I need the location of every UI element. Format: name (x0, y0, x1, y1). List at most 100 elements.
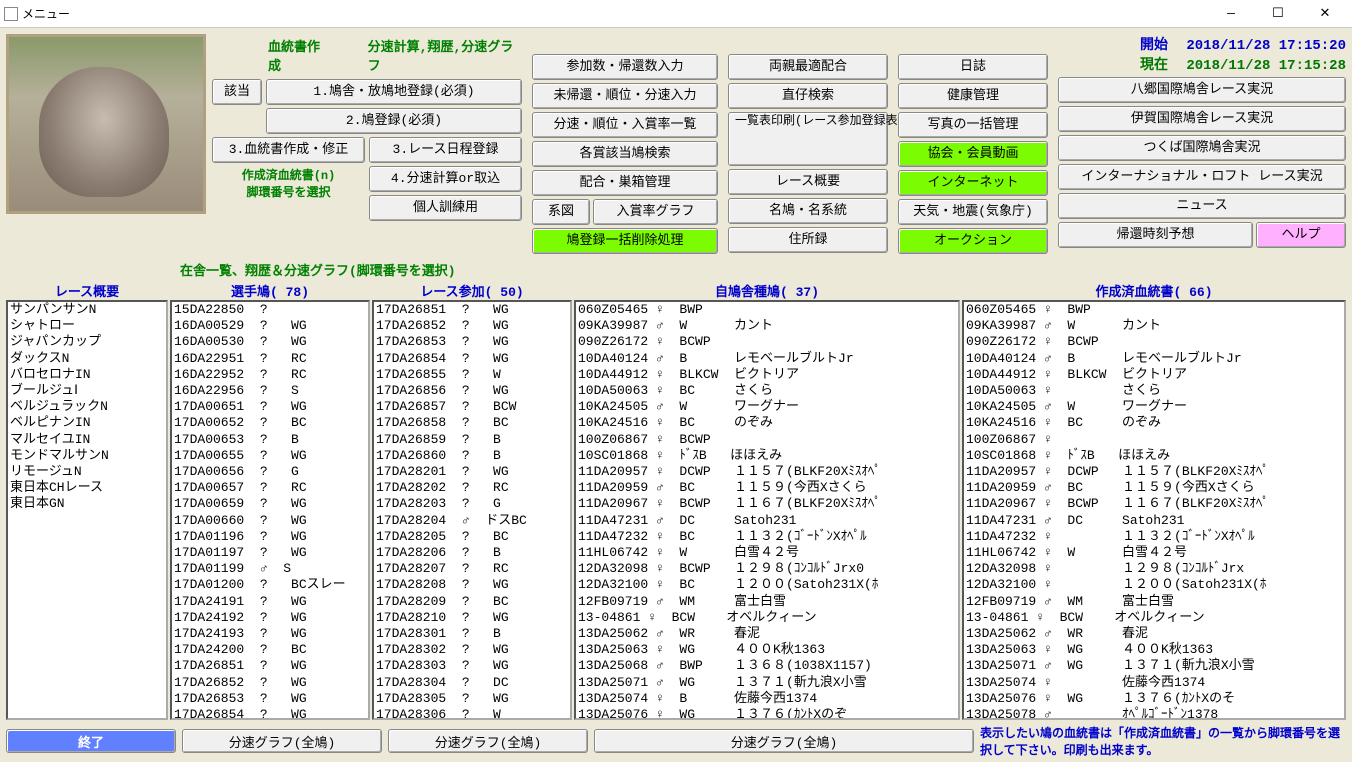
list-item[interactable]: サンパンサンN (8, 302, 166, 318)
list-item[interactable]: 17DA28303 ? WG (374, 658, 570, 674)
list-item[interactable]: 12FB09719 ♂ WM 富士白雪 (576, 594, 958, 610)
list-item[interactable]: 17DA26851 ? WG (374, 302, 570, 318)
list-item[interactable]: 13DA25063 ♀ WG ４００K秋1363 (964, 642, 1344, 658)
list-item[interactable]: 13DA25068 ♂ BWP １３６８(1038X1157) (576, 658, 958, 674)
gaitou-button[interactable]: 該当 (212, 79, 262, 105)
bulk-delete-button[interactable]: 鳩登録一括削除処理 (532, 228, 718, 254)
list-item[interactable]: 17DA28202 ? RC (374, 480, 570, 496)
tsukuba-race-button[interactable]: つくば国際鳩舎実況 (1058, 135, 1346, 161)
list-breeders[interactable]: 060Z05465 ♀ BWP09KA39987 ♂ W カント090Z2617… (574, 300, 960, 720)
award-search-button[interactable]: 各賞該当鳩検索 (532, 141, 718, 167)
list-item[interactable]: 10SC01868 ♀ ﾄﾞｽB ほほえみ (576, 448, 958, 464)
list-item[interactable]: 12DA32100 ♀ BC １２００(Satoh231X(ﾎ (576, 577, 958, 593)
health-button[interactable]: 健康管理 (898, 83, 1048, 109)
auction-button[interactable]: オークション (898, 228, 1048, 254)
list-item[interactable]: 10DA44912 ♀ BLKCW ビクトリア (576, 367, 958, 383)
list-item[interactable]: 17DA28210 ? WG (374, 610, 570, 626)
list-item[interactable]: 17DA00657 ? RC (172, 480, 368, 496)
maximize-button[interactable]: ☐ (1255, 2, 1301, 26)
list-item[interactable]: 17DA26859 ? B (374, 432, 570, 448)
weather-button[interactable]: 天気・地震(気象庁) (898, 199, 1048, 225)
list-item[interactable]: 13DA25071 ♂ WG １３７１(斬九浪X小雪 (576, 675, 958, 691)
yagou-race-button[interactable]: 八郷国際鳩舎レース実況 (1058, 77, 1346, 103)
offspring-search-button[interactable]: 直仔検索 (728, 83, 888, 109)
list-item[interactable]: 17DA28305 ? WG (374, 691, 570, 707)
list-item[interactable]: 17DA28209 ? BC (374, 594, 570, 610)
list-item[interactable]: 10KA24505 ♂ W ワーグナー (576, 399, 958, 415)
list-item[interactable]: 11HL06742 ♀ W 白雪４２号 (964, 545, 1344, 561)
list-item[interactable]: 060Z05465 ♀ BWP (964, 302, 1344, 318)
list-item[interactable]: 17DA28304 ? DC (374, 675, 570, 691)
list-item[interactable]: 100Z06867 ♀ BCWP (576, 432, 958, 448)
list-item[interactable]: 13DA25063 ♀ WG ４００K秋1363 (576, 642, 958, 658)
speed-graph-3[interactable]: 分速グラフ(全鳩) (594, 729, 974, 753)
list-players[interactable]: 15DA22850 ?16DA00529 ? WG16DA00530 ? WG1… (170, 300, 370, 720)
list-item[interactable]: 10KA24516 ♀ BC のぞみ (964, 415, 1344, 431)
list-item[interactable]: 17DA26852 ? WG (374, 318, 570, 334)
list-item[interactable]: 13-04861 ♀ BCW オベルクィーン (576, 610, 958, 626)
famous-pigeon-button[interactable]: 名鳩・名系統 (728, 198, 888, 224)
list-item[interactable]: 15DA22850 ? (172, 302, 368, 318)
list-item[interactable]: 13-04861 ♀ BCW オベルクィーン (964, 610, 1344, 626)
list-item[interactable]: 09KA39987 ♂ W カント (964, 318, 1344, 334)
list-item[interactable]: 10DA50063 ♀ さくら (964, 383, 1344, 399)
exit-button[interactable]: 終了 (6, 729, 176, 753)
news-button[interactable]: ニュース (1058, 193, 1346, 219)
list-item[interactable]: 17DA01196 ? WG (172, 529, 368, 545)
list-item[interactable]: 16DA22951 ? RC (172, 351, 368, 367)
list-item[interactable]: 16DA22956 ? S (172, 383, 368, 399)
list-item[interactable]: 17DA26853 ? WG (172, 691, 368, 707)
list-item[interactable]: 11DA47231 ♂ DC Satoh231 (576, 513, 958, 529)
list-item[interactable]: 17DA00659 ? WG (172, 496, 368, 512)
list-item[interactable]: 12DA32100 ♀ １２００(Satoh231X(ﾎ (964, 577, 1344, 593)
list-item[interactable]: バロセロナIN (8, 367, 166, 383)
list-item[interactable]: ベルピナンIN (8, 415, 166, 431)
list-item[interactable]: 12FB09719 ♂ WM 富士白雪 (964, 594, 1344, 610)
list-item[interactable]: 11DA47232 ♀ １１３２(ｺﾞｰﾄﾞﾝXｵﾍﾟﾙ (964, 529, 1344, 545)
list-item[interactable]: 13DA25078 ♂ ｵﾍﾟﾙｺﾞｰﾄﾞﾝ1378 (964, 707, 1344, 720)
list-item[interactable]: 17DA01197 ? WG (172, 545, 368, 561)
list-item[interactable]: 17DA28208 ? WG (374, 577, 570, 593)
list-item[interactable]: 10DA40124 ♂ B レモベールブルトJr (576, 351, 958, 367)
list-item[interactable]: 17DA26851 ? WG (172, 658, 368, 674)
list-item[interactable]: 17DA28306 ? W (374, 707, 570, 720)
speed-rank-button[interactable]: 分速・順位・入賞率一覧 (532, 112, 718, 138)
list-item[interactable]: 17DA28301 ? B (374, 626, 570, 642)
list-item[interactable]: 13DA25062 ♂ WR 春泥 (576, 626, 958, 642)
list-item[interactable]: 090Z26172 ♀ BCWP (576, 334, 958, 350)
list-item[interactable]: 17DA00656 ? G (172, 464, 368, 480)
list-item[interactable]: 17DA24192 ? WG (172, 610, 368, 626)
list-item[interactable]: 東日本GN (8, 496, 166, 512)
list-item[interactable]: 11DA47232 ♀ BC １１３２(ｺﾞｰﾄﾞﾝXｵﾍﾟﾙ (576, 529, 958, 545)
list-item[interactable]: 11DA20967 ♀ BCWP １１６７(BLKF20Xﾐｽｵﾍﾟ (964, 496, 1344, 512)
print-list-button[interactable]: 一覧表印刷(レース参加登録表・審査表等 (728, 112, 888, 166)
list-item[interactable]: 17DA00651 ? WG (172, 399, 368, 415)
list-item[interactable]: 10DA50063 ♀ BC さくら (576, 383, 958, 399)
addressbook-button[interactable]: 住所録 (728, 227, 888, 253)
list-item[interactable]: 17DA26854 ? WG (172, 707, 368, 720)
list-item[interactable]: 17DA28302 ? WG (374, 642, 570, 658)
help-button[interactable]: ヘルプ (1256, 222, 1346, 248)
winrate-graph-button[interactable]: 入賞率グラフ (593, 199, 718, 225)
list-item[interactable]: 17DA26860 ? B (374, 448, 570, 464)
list-item[interactable]: 17DA26853 ? WG (374, 334, 570, 350)
list-item[interactable]: 17DA28207 ? RC (374, 561, 570, 577)
list-item[interactable]: 17DA28204 ♂ ドスBC (374, 513, 570, 529)
diary-button[interactable]: 日誌 (898, 54, 1048, 80)
speed-calc-button[interactable]: 4.分速計算or取込 (369, 166, 522, 192)
race-schedule-button[interactable]: 3.レース日程登録 (369, 137, 522, 163)
list-item[interactable]: 09KA39987 ♂ W カント (576, 318, 958, 334)
list-item[interactable]: 090Z26172 ♀ BCWP (964, 334, 1344, 350)
list-item[interactable]: 17DA26854 ? WG (374, 351, 570, 367)
internet-button[interactable]: インターネット (898, 170, 1048, 196)
list-item[interactable]: 17DA00655 ? WG (172, 448, 368, 464)
list-item[interactable]: ブールジュⅠ (8, 383, 166, 399)
list-item[interactable]: 11DA20959 ♂ BC １１５９(今西Xさくら (964, 480, 1344, 496)
list-pedigrees[interactable]: 060Z05465 ♀ BWP09KA39987 ♂ W カント090Z2617… (962, 300, 1346, 720)
participants-button[interactable]: 参加数・帰還数入力 (532, 54, 718, 80)
list-item[interactable]: 17DA28205 ? BC (374, 529, 570, 545)
list-item[interactable]: 16DA00530 ? WG (172, 334, 368, 350)
list-item[interactable]: 17DA24200 ? BC (172, 642, 368, 658)
list-item[interactable]: 13DA25074 ♀ B 佐藤今西1374 (576, 691, 958, 707)
list-item[interactable]: 11DA20959 ♂ BC １１５９(今西Xさくら (576, 480, 958, 496)
